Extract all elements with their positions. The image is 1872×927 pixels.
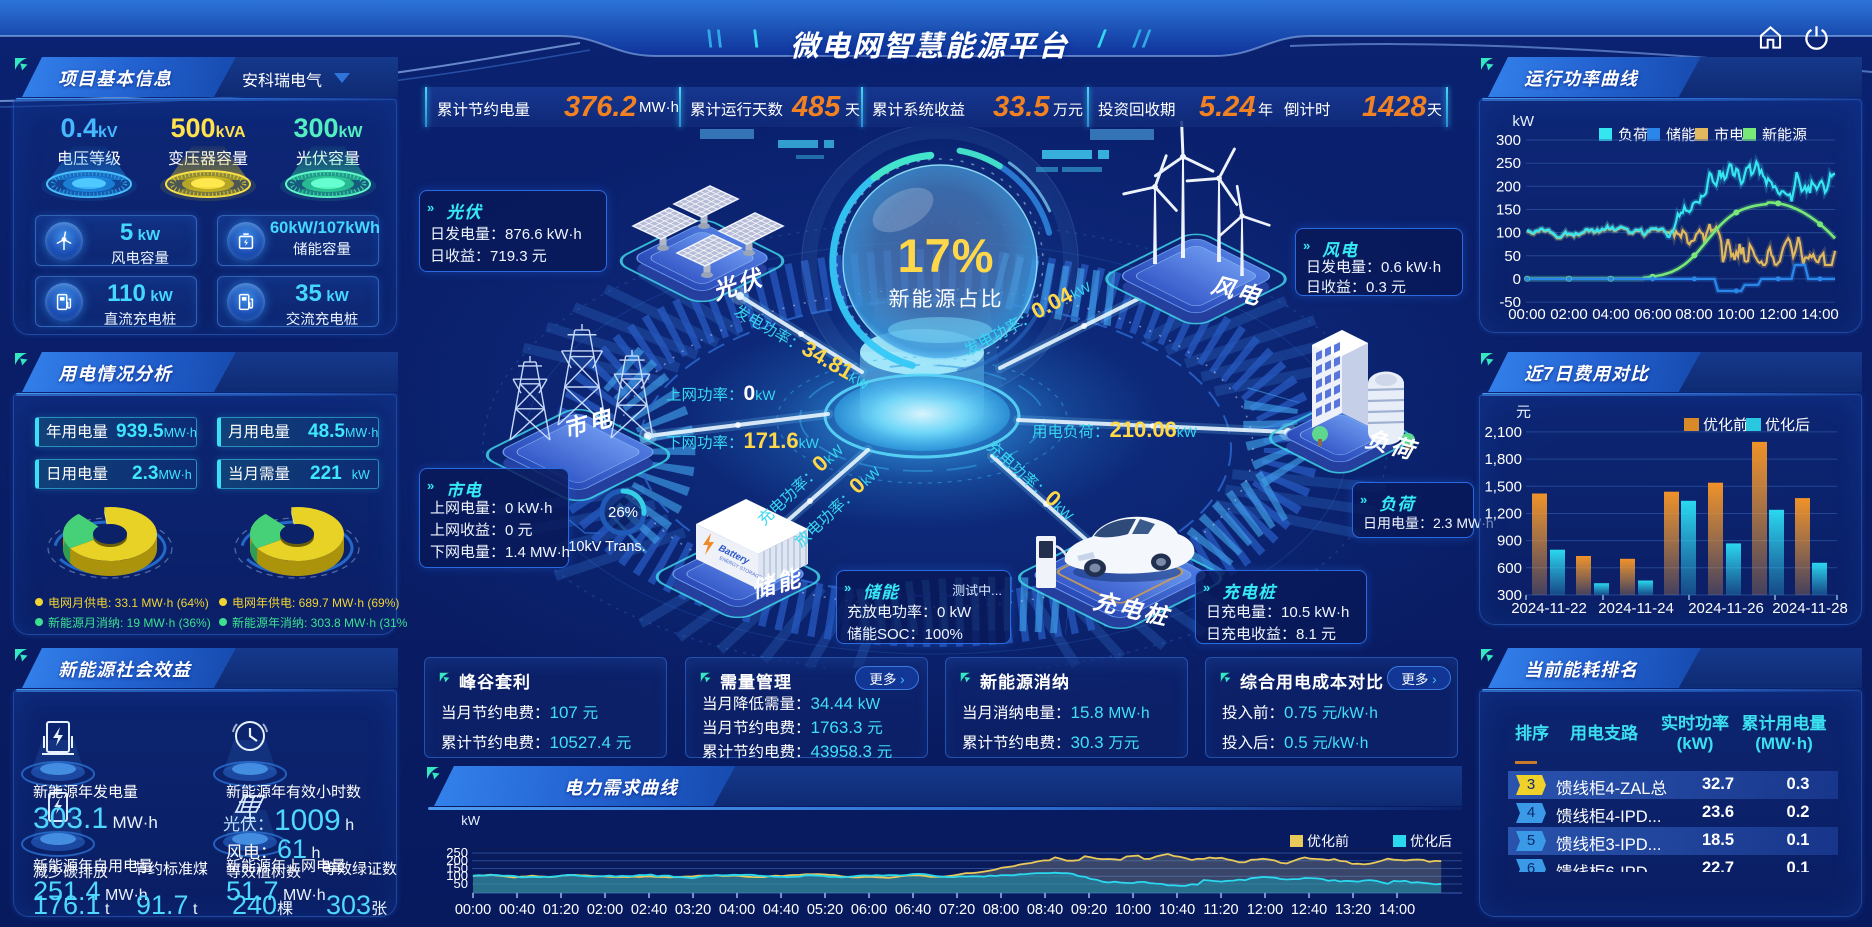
svg-text:-50: -50	[1499, 294, 1521, 311]
svg-text:用电负荷：: 用电负荷：	[1032, 423, 1110, 441]
svg-text:14:00: 14:00	[1801, 306, 1839, 323]
svg-text:300: 300	[1496, 132, 1521, 149]
svg-text:04:40: 04:40	[763, 902, 799, 918]
svg-text:负荷: 负荷	[1618, 127, 1648, 144]
svg-text:优化前: 优化前	[1703, 417, 1748, 434]
svg-text:12:00: 12:00	[1247, 902, 1283, 918]
svg-text:10:00: 10:00	[1115, 902, 1151, 918]
svg-text:100: 100	[1496, 225, 1521, 242]
svg-text:00:40: 00:40	[499, 902, 535, 918]
svg-text:08:00: 08:00	[1675, 306, 1713, 323]
svg-text:150: 150	[446, 861, 468, 876]
svg-text:2024-11-26: 2024-11-26	[1688, 600, 1764, 617]
svg-text:12:40: 12:40	[1291, 902, 1327, 918]
svg-text:09:20: 09:20	[1071, 902, 1107, 918]
svg-text:200: 200	[446, 853, 468, 868]
svg-text:150: 150	[1496, 202, 1521, 219]
svg-text:13:20: 13:20	[1335, 902, 1371, 918]
svg-text:1,200: 1,200	[1484, 506, 1522, 523]
svg-text:优化前: 优化前	[1307, 833, 1349, 849]
svg-text:00:00: 00:00	[1508, 306, 1546, 323]
svg-text:0kW: 0kW	[744, 382, 777, 405]
svg-text:06:00: 06:00	[851, 902, 887, 918]
svg-text:06:00: 06:00	[1634, 306, 1672, 323]
svg-text:10:00: 10:00	[1717, 306, 1755, 323]
svg-text:50: 50	[454, 876, 468, 891]
svg-text:08:40: 08:40	[1027, 902, 1063, 918]
svg-text:kW: kW	[1512, 113, 1535, 130]
svg-text:05:20: 05:20	[807, 902, 843, 918]
svg-text:01:20: 01:20	[543, 902, 579, 918]
svg-text:10kV Trans.: 10kV Trans.	[568, 539, 645, 555]
svg-text:储能: 储能	[1666, 127, 1696, 144]
svg-text:优化后: 优化后	[1410, 833, 1452, 849]
svg-text:元: 元	[1516, 404, 1531, 421]
svg-text:02:40: 02:40	[631, 902, 667, 918]
svg-text:2024-11-22: 2024-11-22	[1511, 600, 1587, 617]
svg-text:26%: 26%	[608, 504, 638, 521]
svg-text:12:00: 12:00	[1759, 306, 1797, 323]
svg-text:02:00: 02:00	[1550, 306, 1588, 323]
svg-text:1,800: 1,800	[1484, 451, 1522, 468]
svg-text:900: 900	[1497, 533, 1522, 550]
svg-text:250: 250	[1496, 155, 1521, 172]
svg-text:08:00: 08:00	[983, 902, 1019, 918]
svg-text:06:40: 06:40	[895, 902, 931, 918]
svg-text:02:00: 02:00	[587, 902, 623, 918]
svg-text:2024-11-28: 2024-11-28	[1772, 600, 1848, 617]
svg-text:07:20: 07:20	[939, 902, 975, 918]
svg-text:优化后: 优化后	[1765, 417, 1810, 434]
svg-text:17%: 17%	[897, 229, 994, 282]
svg-text:新能源占比: 新能源占比	[889, 288, 1004, 311]
svg-text:上网功率：: 上网功率：	[666, 386, 744, 404]
svg-text:00:00: 00:00	[455, 902, 491, 918]
svg-text:新能源: 新能源	[1762, 127, 1807, 144]
svg-text:11:20: 11:20	[1203, 902, 1238, 918]
svg-text:下网功率：: 下网功率：	[666, 434, 744, 452]
svg-text:200: 200	[1496, 178, 1521, 195]
svg-text:250: 250	[446, 845, 468, 860]
svg-text:2024-11-24: 2024-11-24	[1598, 600, 1674, 617]
svg-text:210.06kW: 210.06kW	[1110, 417, 1198, 442]
svg-text:04:00: 04:00	[719, 902, 755, 918]
svg-text:03:20: 03:20	[675, 902, 711, 918]
svg-text:10:40: 10:40	[1159, 902, 1195, 918]
svg-text:04:00: 04:00	[1592, 306, 1630, 323]
svg-text:市电: 市电	[1714, 127, 1744, 144]
svg-text:1,500: 1,500	[1484, 478, 1522, 495]
svg-text:kW: kW	[461, 813, 481, 828]
svg-text:14:00: 14:00	[1379, 902, 1415, 918]
svg-text:600: 600	[1497, 560, 1522, 577]
svg-text:300: 300	[1497, 587, 1522, 604]
svg-text:2,100: 2,100	[1484, 424, 1522, 441]
svg-text:0: 0	[1513, 271, 1521, 288]
svg-text:100: 100	[446, 868, 468, 883]
svg-text:50: 50	[1504, 248, 1521, 265]
